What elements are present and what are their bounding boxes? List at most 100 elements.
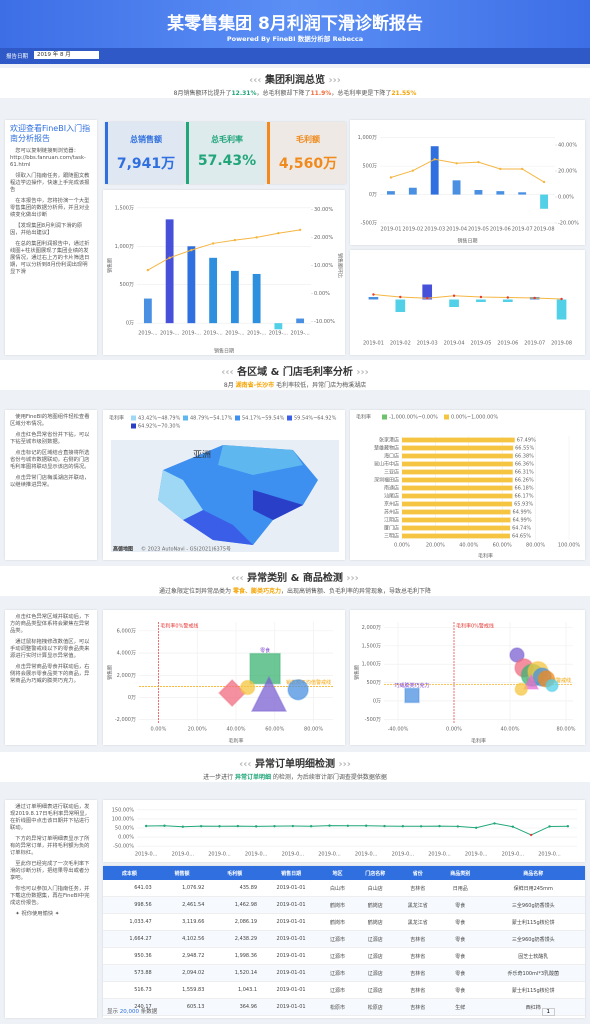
region	[253, 490, 303, 520]
table-cell: 保鲜日用245mm	[481, 880, 585, 897]
y-axis-label: 销售额	[107, 258, 114, 273]
bar	[165, 219, 174, 324]
bar	[449, 299, 459, 307]
y-tick-label: 0.00%	[314, 291, 330, 297]
legend-swatch	[131, 415, 136, 421]
table-cell: 白山店	[353, 880, 397, 897]
legend-label: 64.92%~70.30%	[138, 424, 181, 430]
y-tick-label: 10.00%	[314, 263, 333, 269]
summary-text: 的检测，为后续审计部门调查提供数据依据	[271, 774, 387, 781]
section-title: 异常订单明细检测	[0, 755, 590, 770]
table-cell: 2,438.29	[208, 930, 262, 948]
note-text: 点击异常商品零食并联动后，右侧将会展示零食品类下的商品，异常商品为巧威的膨类巧克…	[10, 664, 90, 684]
x-tick-label: 2019-07	[524, 341, 545, 347]
bar	[452, 180, 461, 195]
column-header: 成本额	[103, 866, 156, 880]
x-tick-label: 2019-03	[417, 341, 438, 347]
note-text: 点击红色异常省份并下钻，可以下钻至城市级别数据。	[10, 432, 90, 445]
chart-panel: -500万 0万 500万 1,000万 -20.00% 0.00% 20.00% 40.00…	[350, 120, 585, 245]
map: 亚洲 高德地图 © 2023 AutoNavi - GS(2021)6375号 …	[109, 415, 339, 553]
table-cell: 1,033.47	[103, 913, 156, 931]
x-tick-label: 2019-0...	[538, 852, 561, 858]
summary-text: 11.9%	[310, 90, 332, 97]
section-header: 集团利润总览 8月销售额环比提升了12.31%，总毛利额却下降了11.9%，总毛利…	[0, 68, 590, 98]
table-cell: 黑龙江省	[396, 896, 440, 914]
filter-input[interactable]: 2019 年 8 月	[34, 51, 99, 59]
x-tick-label: 80.00%	[304, 727, 323, 733]
point	[346, 824, 350, 827]
bar	[402, 453, 513, 459]
legend-label: 59.54%~64.92%	[294, 416, 337, 422]
table-cell: 零食	[439, 930, 482, 948]
bar	[402, 469, 513, 475]
y-tick-label: -500万	[361, 221, 377, 227]
reference-label: 销售额平均值警戒线	[286, 679, 331, 686]
x-tick-label: 80.00%	[556, 727, 575, 733]
note-panel: 欢迎查看FineBI入门指南分析报告 您可以复制链接到浏览器：http://bbs…	[5, 120, 97, 355]
point	[146, 268, 150, 272]
y-tick-label: -500万	[365, 717, 381, 723]
x-tick-label: 2019-...	[138, 331, 158, 337]
value-label: 66.38%	[515, 454, 534, 460]
y-tick-label: 昆山市中店	[374, 461, 399, 468]
column-header: 商品类别	[439, 866, 482, 880]
table-cell: 641.03	[103, 880, 156, 897]
y-tick-label: 150.00%	[112, 807, 134, 813]
table-wrap: 成本额 销售额 毛利额 销售日期 地区 门店名称 省份 商品类别 商品名称 641.03 1,076…	[103, 866, 585, 1016]
x-tick-label: 2019-...	[203, 331, 223, 337]
table-cell: 435.89	[208, 880, 262, 897]
title: 某零售集团 8月利润下滑诊断报告	[167, 14, 423, 34]
table-cell: 黑龙江省	[396, 913, 440, 931]
table-cell: 辽源店	[353, 930, 397, 948]
table-cell: 辽源市	[321, 930, 354, 948]
y-tick-label: -50.00%	[113, 844, 134, 850]
point	[218, 825, 221, 828]
point	[509, 647, 525, 663]
table-cell: 1,520.14	[208, 964, 262, 982]
column-header: 销售日期	[261, 866, 322, 880]
bar	[402, 477, 513, 483]
note-text: 下方的异常订单明细表显示了所有的异常订单，并将毛利额为负的订单标红。	[10, 836, 90, 856]
y-tick-label: 0万	[373, 698, 381, 704]
point	[455, 162, 458, 165]
y-tick-label: 0.00%	[118, 835, 134, 841]
legend-swatch	[235, 415, 240, 421]
note-text: 至此你已经完成了一次毛利率下滑的诊断分析，把结果导出或者分享吧。	[10, 861, 90, 881]
point	[273, 824, 276, 828]
summary-text: 8月	[223, 382, 236, 389]
point	[477, 160, 480, 164]
y-tick-label: 0万	[369, 192, 377, 198]
bar	[422, 284, 433, 300]
note-text: 您可以复制链接到浏览器：http://bbs.fanruan.com/task-…	[10, 148, 86, 168]
note-title: 欢迎查看FineBI入门指南分析报告	[10, 124, 91, 143]
table-cell: 3,119.66	[155, 913, 209, 931]
table-cell: 2,461.54	[155, 896, 209, 914]
map-credit: 高德地图	[113, 546, 133, 553]
page-number[interactable]: 1	[541, 1008, 555, 1016]
summary-text: 通过象限定位到异常品类为	[159, 588, 233, 595]
x-tick-label: 2019-05	[470, 341, 491, 347]
y2-axis-label: 销售额环比	[337, 253, 344, 278]
y-tick-label: 0万	[128, 695, 136, 701]
legend-swatch	[382, 414, 387, 420]
table-cell: 2019-01-01	[261, 913, 322, 931]
x-tick-label: 40.00%	[226, 727, 245, 733]
x-tick-label: 40.00%	[459, 543, 478, 549]
x-tick-label: 2019-08	[534, 227, 555, 233]
table-cell: 辽源市	[321, 947, 354, 965]
x-tick-label: 2019-02	[390, 341, 411, 347]
x-tick-label: 20.00%	[426, 543, 445, 549]
chart: 0.00% 20.00% 40.00% 60.00% 80.00% 100.00% 张家港店…	[356, 414, 580, 560]
section-header: 各区域 & 门店毛利率分析 8月 湖南省-长沙市 毛利率较低，异常门店为梅溪湖店	[0, 360, 590, 390]
legend-label: 0.00%~1,000.00%	[451, 415, 498, 421]
bar	[252, 273, 261, 324]
table-cell: 零食	[439, 913, 482, 931]
point	[254, 825, 258, 828]
column-header: 省份	[396, 866, 440, 880]
bar	[274, 323, 283, 330]
point	[542, 180, 546, 184]
region	[218, 445, 303, 475]
chart: 0万 500万 1,000万 1,500万 -10.00% 0.00% 10.00% 20.0…	[107, 205, 344, 354]
line	[390, 158, 545, 183]
kpi-label: 总销售额	[130, 135, 162, 144]
